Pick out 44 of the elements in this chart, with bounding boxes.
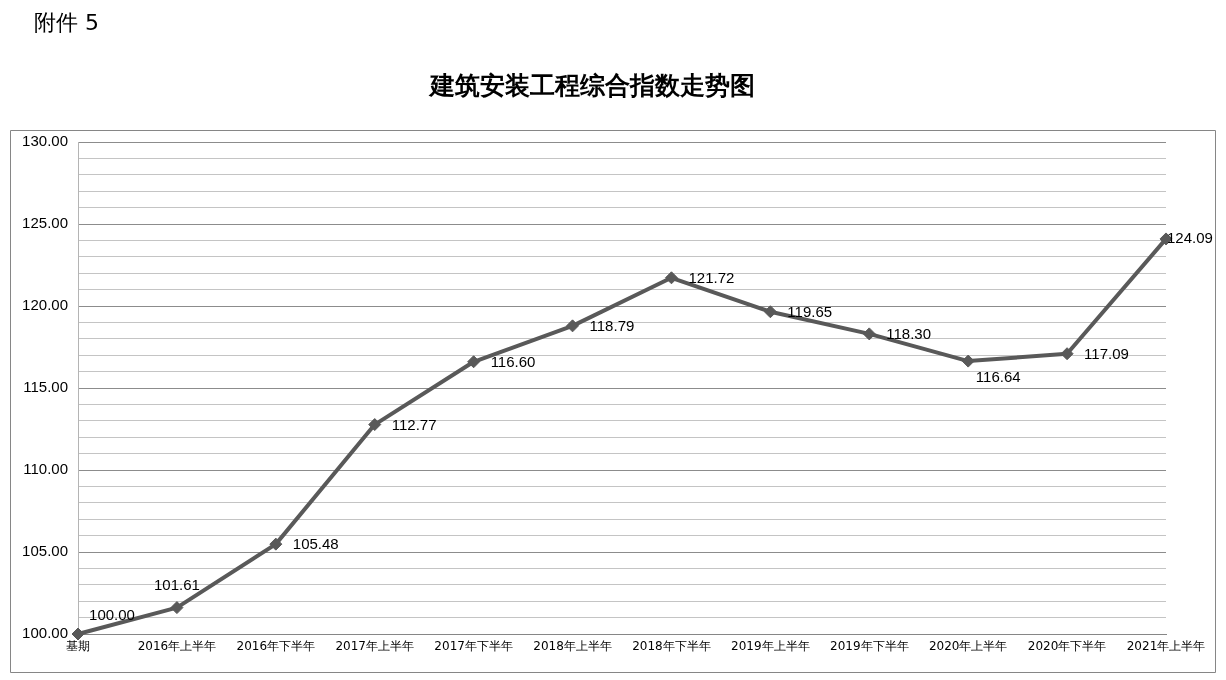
y-tick-label: 130.00 [22, 132, 68, 150]
y-tick-label: 120.00 [22, 296, 68, 314]
x-tick-label: 2017年下半年 [434, 639, 513, 654]
y-tick-label: 100.00 [22, 624, 68, 642]
x-tick-label: 2020年上半年 [928, 639, 1008, 654]
point [269, 537, 283, 551]
x-tick-label: 2016年上半年 [137, 639, 217, 654]
data-label: 116.64 [975, 368, 1021, 386]
data-label: 119.65 [787, 302, 833, 320]
x-tick-label: 2018年下半年 [632, 639, 711, 654]
data-label: 100.00 [89, 606, 135, 624]
data-label: 117.09 [1084, 344, 1129, 362]
data-label: 101.61 [153, 575, 200, 593]
data-label: 116.60 [490, 352, 536, 370]
data-label: 118.30 [886, 325, 932, 343]
x-tick-label: 2020年下半年 [1027, 639, 1107, 654]
x-tick-label: 2019年下半年 [830, 639, 909, 654]
x-tick-label: 2016年下半年 [236, 639, 316, 654]
point [170, 601, 184, 615]
point [763, 305, 777, 319]
y-tick-label: 105.00 [22, 542, 68, 560]
point [467, 355, 481, 369]
data-label: 121.72 [688, 268, 735, 286]
data-label: 118.79 [589, 316, 635, 334]
chart-title: 建筑安装工程综合指数走势图 [427, 70, 755, 100]
x-tick-label: 2017年上半年 [335, 639, 414, 654]
point [961, 354, 975, 368]
point [71, 627, 85, 641]
data-label: 112.77 [391, 415, 437, 433]
point [566, 319, 580, 333]
point [664, 271, 678, 285]
x-tick-label: 基期 [66, 639, 90, 654]
point [1060, 347, 1074, 361]
data-label: 124.09 [1167, 229, 1213, 247]
x-tick-label: 2018年上半年 [533, 639, 612, 654]
text: 附件 5 [34, 9, 99, 37]
x-tick-label: 2019年上半年 [731, 639, 810, 654]
y-tick-label: 110.00 [23, 460, 68, 478]
y-tick-label: 125.00 [22, 214, 68, 232]
point [862, 327, 876, 341]
point [368, 418, 382, 432]
y-tick-label: 115.00 [23, 378, 68, 396]
data-label: 105.48 [292, 535, 339, 553]
x-tick-label: 2021年上半年 [1126, 639, 1206, 654]
